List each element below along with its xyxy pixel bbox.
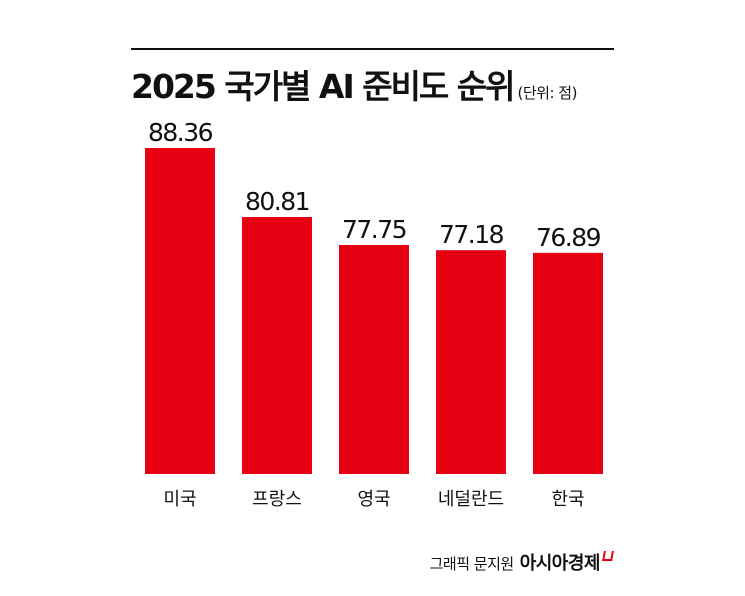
title-text: 2025 국가별 AI 준비도 순위 [131, 67, 515, 106]
brand-mark-icon [602, 551, 614, 561]
unit-label: (단위: 점) [517, 84, 578, 102]
bar-2 [339, 244, 409, 474]
value-label: 80.81 [245, 187, 309, 216]
bar-4 [533, 252, 603, 474]
top-rule [131, 48, 614, 50]
category-label: 영국 [357, 489, 390, 510]
value-label: 88.36 [148, 118, 213, 147]
category-label: 네덜란드 [438, 489, 504, 510]
chart-title: 2025 국가별 AI 준비도 순위 (단위: 점) [131, 60, 577, 108]
category-label: 미국 [163, 489, 196, 510]
brand-logo: 아시아경제 [519, 553, 601, 574]
bar-1 [242, 217, 312, 475]
value-label: 76.89 [536, 223, 601, 252]
credit: 그래픽 문지원 아시아경제 [429, 549, 614, 575]
category-label: 프랑스 [252, 489, 302, 510]
bar-3 [436, 250, 506, 474]
value-label: 77.75 [342, 215, 406, 244]
category-label: 한국 [551, 489, 584, 510]
credit-text: 그래픽 문지원 [429, 555, 515, 573]
value-label: 77.18 [439, 220, 504, 249]
bar-0 [145, 148, 215, 474]
